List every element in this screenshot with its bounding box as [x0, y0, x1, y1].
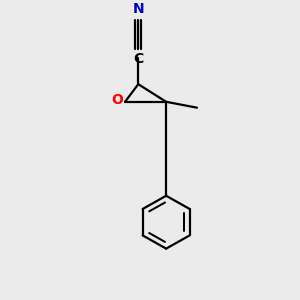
Text: O: O	[111, 93, 123, 107]
Text: C: C	[133, 52, 143, 67]
Text: N: N	[132, 2, 144, 16]
